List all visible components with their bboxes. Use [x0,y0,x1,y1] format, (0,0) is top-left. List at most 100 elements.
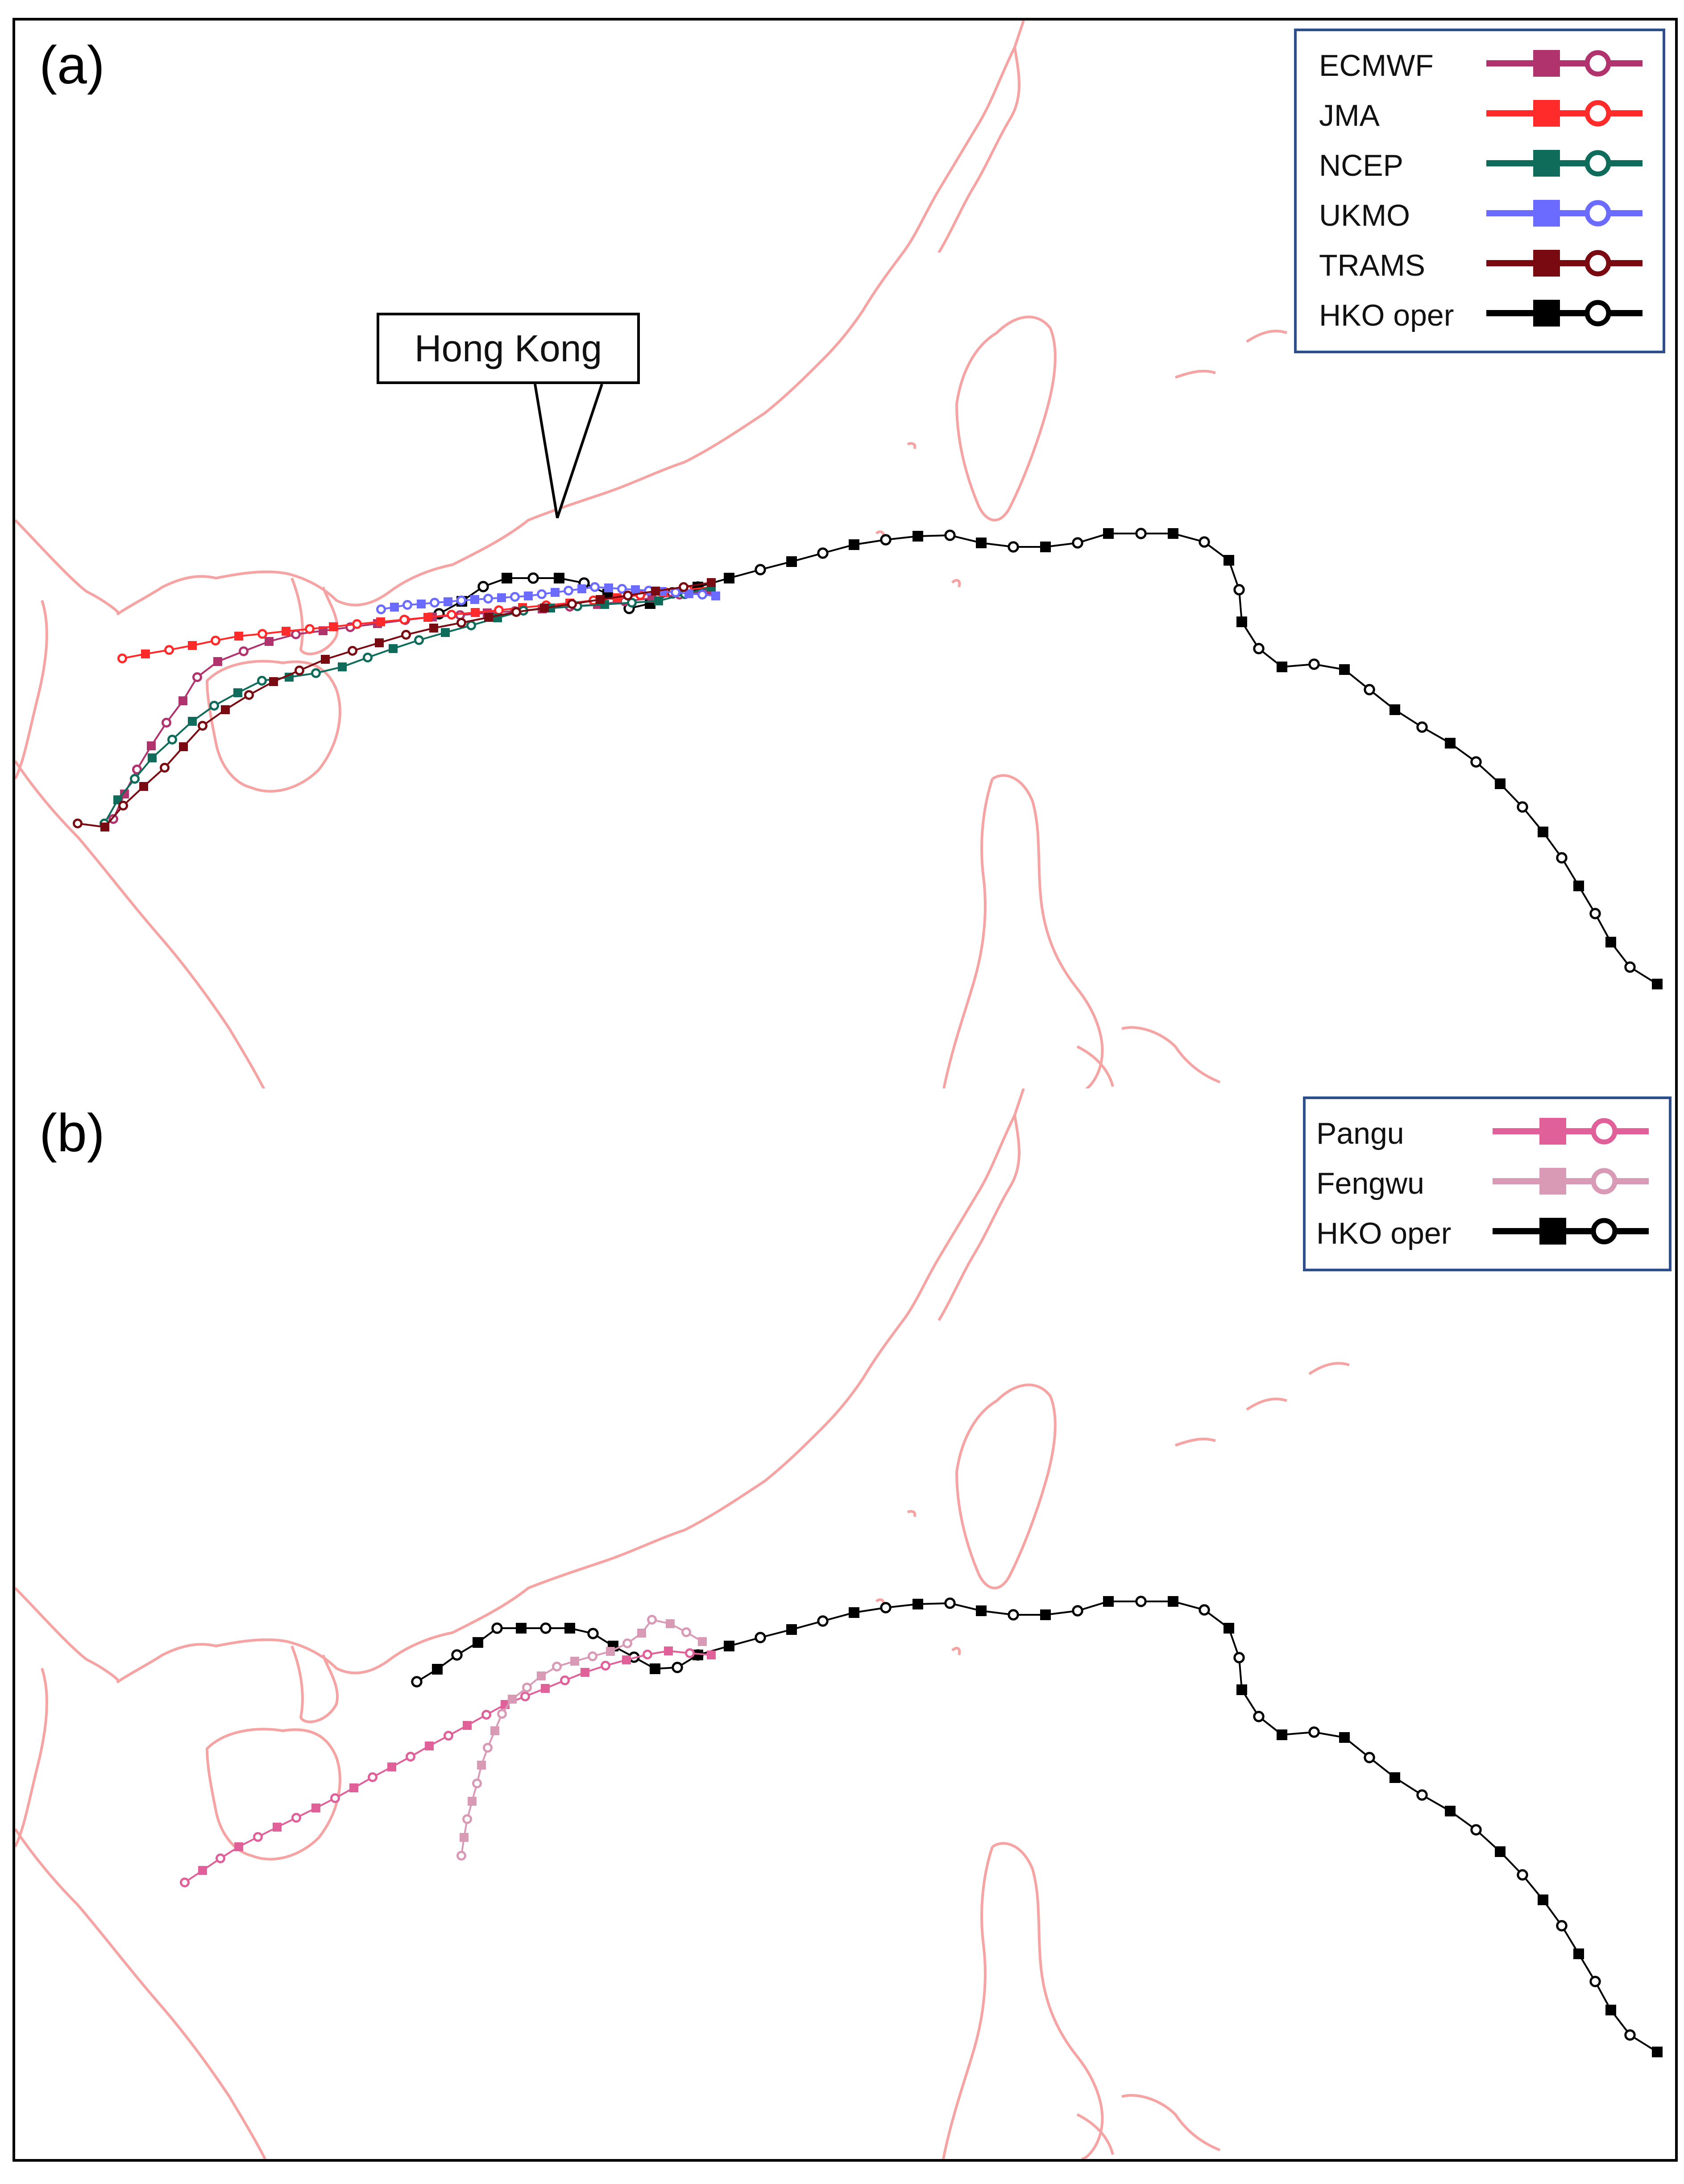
track-point-circle [376,604,386,614]
coastline-path [206,660,341,793]
track-point-square [311,1803,320,1812]
track-point-square [551,588,560,597]
track-point-circle [944,529,956,541]
track-point-circle [1624,2029,1636,2041]
track-point-square [1277,662,1287,672]
circle-marker-icon [1584,200,1611,227]
legend-swatch-icon [1486,200,1643,227]
track-point-square [913,1599,923,1609]
track-point-square [1445,1806,1456,1816]
track-point-square [490,1726,499,1735]
legend-item-trams: TRAMS [1319,242,1649,292]
track-point-circle [494,605,504,615]
legend-b: Pangu Fengwu HKO oper [1303,1096,1672,1271]
track-point-circle [647,1615,657,1625]
track-point-circle [451,1649,463,1661]
track-point-square [338,662,347,671]
track-point-square [321,655,330,664]
track-fengwu [456,1615,707,1861]
track-point-circle [643,1650,652,1659]
coastline-path [15,1668,48,1848]
track-point-square [537,1671,546,1680]
legend-label: ECMWF [1319,49,1434,83]
track-point-circle [244,690,254,700]
legend-label: NCEP [1319,149,1403,182]
coastline-path [290,1645,339,1723]
track-point-square [1538,827,1548,837]
track-point-square [786,556,797,567]
track-point-square [423,613,432,622]
track-point-circle [130,774,140,784]
track-point-circle [257,676,267,686]
track-point-square [724,573,734,583]
track-point-square [1103,528,1114,539]
track-point-circle [1233,584,1245,596]
track-point-square [273,1823,282,1832]
track-point-square [554,573,564,583]
track-point-square [849,539,859,550]
track-point-circle [1253,643,1265,654]
track-point-circle [497,1709,507,1719]
track-point-circle [401,630,411,640]
track-point-circle [681,1627,691,1637]
coastline-path [942,1842,1104,2159]
track-point-square [631,585,640,594]
track-point-square [468,1797,477,1806]
track-point-circle [527,572,539,584]
legend-label: JMA [1319,99,1380,132]
track-point-circle [1589,908,1601,919]
track-point-circle [1135,1596,1147,1607]
track-point-circle [456,618,466,628]
track-point-circle [483,594,493,604]
track-point-square [564,1623,575,1634]
track-point-circle [294,666,304,675]
track-point-circle [944,1597,956,1609]
coastline-path [1076,1026,1221,1087]
circle-marker-icon [1584,50,1611,77]
track-point-square [1224,555,1234,566]
legend-label: Fengwu [1316,1166,1424,1200]
legend-label: HKO oper [1316,1216,1452,1250]
track-point-square [188,717,197,726]
track-point-circle [520,1692,530,1701]
track-point-circle [671,587,680,597]
track-point-square [577,584,586,593]
track-point-circle [510,592,520,602]
track-point-circle [462,1814,472,1824]
square-marker-icon [1533,300,1560,327]
panel-b-map: (b) Pangu Fengwu HKO oper [12,1088,1678,2162]
track-point-square [1040,542,1051,552]
coastline-path [937,47,1020,253]
track-point-circle [685,1648,695,1658]
track-point-circle [1199,1604,1210,1616]
legend-swatch-icon [1486,250,1643,277]
track-point-square [148,753,157,762]
callout-text: Hong Kong [414,327,602,369]
track-point-circle [511,607,521,617]
track-point-square [188,641,197,650]
track-point-circle [483,1743,493,1753]
track-point-square [375,638,384,647]
track-point-circle [402,600,412,610]
track-line [697,533,1658,985]
track-point-circle [209,701,219,711]
track-point-square [1277,1729,1287,1740]
track-point-circle [1589,1976,1601,1987]
track-point-square [473,1637,483,1648]
track-point-square [233,688,242,697]
track-point-circle [455,610,465,620]
track-point-circle [477,581,489,592]
track-point-circle [253,1832,263,1842]
track-point-circle [363,653,373,662]
track-point-circle [257,629,267,639]
track-point-circle [198,721,207,731]
track-point-circle [522,1683,532,1692]
legend-label: HKO oper [1319,298,1454,332]
track-point-circle [164,645,174,655]
track-point-square [976,538,987,548]
track-point-circle [1364,684,1375,695]
track-point-square [1605,2005,1616,2015]
track-point-square [1224,1623,1234,1634]
track-point-circle [160,763,170,773]
track-point-circle [1416,721,1428,733]
